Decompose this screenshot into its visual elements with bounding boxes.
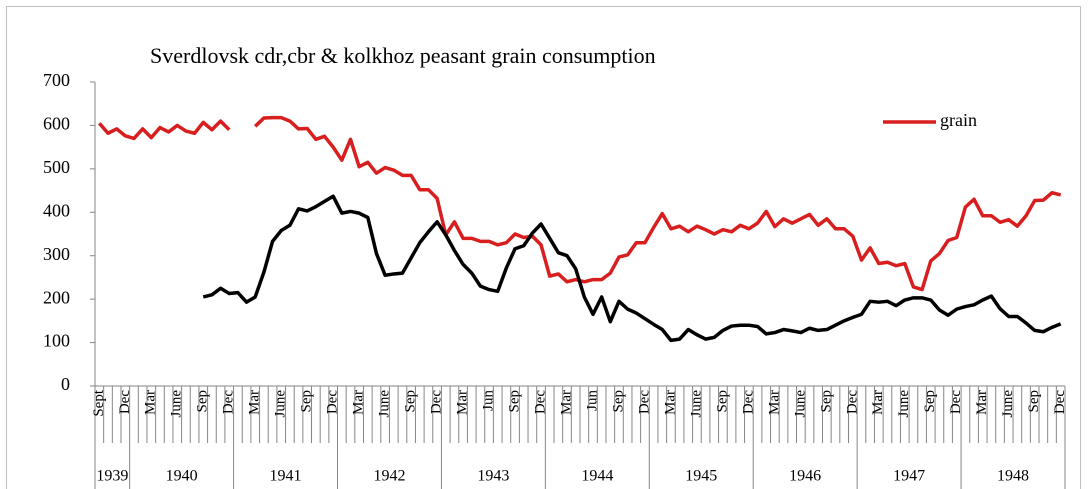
- x-tick-label: June: [169, 390, 185, 418]
- x-tick-label: Sep: [506, 390, 522, 413]
- x-group-label: 1946: [789, 468, 821, 485]
- x-tick-label: Sep: [922, 390, 938, 413]
- x-tick-label: June: [1000, 390, 1016, 418]
- y-tick-label: 500: [43, 157, 70, 177]
- x-tick-label: June: [688, 390, 704, 418]
- x-tick-label: Jun: [481, 390, 497, 411]
- y-tick-label: 600: [43, 114, 70, 134]
- x-tick-label: Dec: [221, 390, 237, 414]
- x-tick-label: Dec: [1052, 390, 1068, 414]
- x-tick-label: Sep: [714, 390, 730, 413]
- x-group-label: 1941: [270, 468, 302, 485]
- x-tick-label: Sep: [1026, 390, 1042, 413]
- x-group-label: 1947: [893, 468, 925, 485]
- x-group-label: 1939: [96, 468, 128, 485]
- x-group-label: 1944: [581, 468, 613, 485]
- x-tick-label: Jun: [584, 390, 600, 411]
- y-tick-label: 400: [43, 200, 70, 220]
- x-tick-label: Mar: [662, 390, 678, 415]
- x-tick-label: Mar: [766, 390, 782, 415]
- chart-title: Sverdlovsk cdr,cbr & kolkhoz peasant gra…: [150, 43, 656, 68]
- y-tick-label: 200: [43, 287, 70, 307]
- x-tick-label: Dec: [740, 390, 756, 414]
- x-tick-label: Sep: [818, 390, 834, 413]
- x-group-label: 1948: [997, 468, 1029, 485]
- x-tick-label: Dec: [117, 390, 133, 414]
- x-tick-label: Dec: [532, 390, 548, 414]
- x-tick-label: Sep: [299, 390, 315, 413]
- x-tick-label: Sep: [610, 390, 626, 413]
- x-tick-label: Mar: [143, 390, 159, 415]
- y-tick-label: 0: [61, 374, 70, 394]
- series-line: [202, 194, 1062, 343]
- x-tick-label: Sep: [195, 390, 211, 413]
- x-tick-label: Dec: [948, 390, 964, 414]
- y-tick-label: 700: [43, 70, 70, 90]
- x-tick-label: June: [273, 390, 289, 418]
- x-tick-label: Mar: [974, 390, 990, 415]
- x-tick-label: Dec: [844, 390, 860, 414]
- x-tick-label: Sept: [91, 389, 107, 417]
- y-tick-label: 100: [43, 331, 70, 351]
- x-group-label: 1942: [373, 468, 405, 485]
- legend-label: grain: [940, 110, 977, 130]
- x-tick-label: Mar: [247, 390, 263, 415]
- x-tick-label: Dec: [636, 390, 652, 414]
- x-tick-label: Mar: [455, 390, 471, 415]
- x-group-label: 1940: [166, 468, 198, 485]
- x-tick-label: Dec: [325, 390, 341, 414]
- x-tick-label: Sep: [403, 390, 419, 413]
- y-tick-label: 300: [43, 244, 70, 264]
- x-group-label: 1945: [685, 468, 717, 485]
- x-tick-label: Dec: [429, 390, 445, 414]
- chart-border: [6, 6, 1081, 489]
- x-tick-label: June: [896, 390, 912, 418]
- series-line: [98, 115, 1062, 292]
- x-tick-label: Mar: [558, 390, 574, 415]
- x-tick-label: June: [377, 390, 393, 418]
- x-tick-label: Mar: [351, 390, 367, 415]
- x-tick-label: June: [792, 390, 808, 418]
- x-group-label: 1943: [477, 468, 509, 485]
- x-tick-label: Mar: [870, 390, 886, 415]
